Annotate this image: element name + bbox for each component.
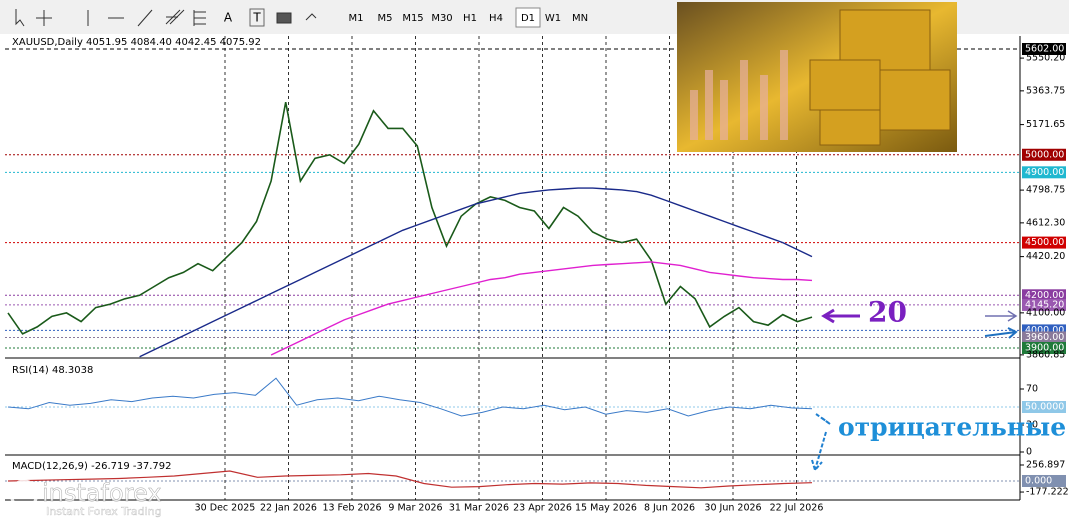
y-tick-label: 5171.65 — [1026, 119, 1065, 130]
x-tick-label: 23 Apr 2026 — [513, 503, 572, 514]
y-tick-label: 256.897 — [1026, 459, 1065, 470]
timeframe-button[interactable]: M5 — [378, 13, 393, 24]
watermark: instaforex Instant Forex Trading — [9, 479, 162, 518]
timeframe-button[interactable]: M30 — [431, 13, 452, 24]
y-tick-label: 4798.75 — [1026, 185, 1065, 196]
rsi-line — [7, 377, 813, 417]
timeframe-button[interactable]: M1 — [349, 13, 364, 24]
y-tick-label: 0.000 — [1025, 475, 1052, 486]
trend-tool[interactable] — [137, 9, 153, 27]
ad-gold-bars — [809, 9, 951, 146]
y-tick-label: 30 — [1026, 420, 1038, 431]
y-tick-label: 4000.00 — [1025, 325, 1064, 336]
cursor-tool[interactable] — [15, 9, 25, 27]
y-tick-label: 5000.00 — [1025, 149, 1064, 160]
y-tick-label: 3900.00 — [1025, 342, 1064, 353]
level-box — [1022, 42, 1066, 55]
y-tick-label: 4612.30 — [1026, 217, 1065, 228]
watermark-brand: instaforex — [42, 479, 162, 507]
timeframe-button[interactable]: H1 — [463, 13, 477, 24]
level-box — [1022, 401, 1066, 413]
level-box — [1022, 341, 1066, 354]
ad-bars — [690, 50, 788, 140]
timeframe-button[interactable]: D1 — [521, 13, 535, 24]
x-tick-label: 22 Jul 2026 — [770, 503, 824, 514]
y-tick-label: 70 — [1026, 384, 1038, 395]
level-box — [1022, 331, 1066, 344]
y-tick-label: 4200.00 — [1025, 290, 1064, 301]
watermark-tagline: Instant Forex Trading — [46, 505, 162, 518]
y-tick-label: 4100.00 — [1026, 307, 1065, 318]
y-tick-label: 0 — [1026, 447, 1032, 458]
y-tick-label: 50.0000 — [1025, 402, 1064, 413]
annotation-label: 20 — [868, 296, 907, 329]
y-tick-label: 3860.85 — [1026, 349, 1065, 360]
series-line — [7, 101, 813, 335]
text-tool-frame — [249, 8, 265, 27]
y-tick-label: 3960.00 — [1025, 332, 1064, 343]
x-tick-label: 13 Feb 2026 — [322, 503, 381, 514]
annotation-note: отрицательные — [838, 413, 1066, 442]
level-box — [1022, 289, 1066, 302]
arrows-tool[interactable] — [305, 13, 317, 21]
draw-tools — [15, 9, 317, 27]
fibo-tool[interactable] — [193, 10, 206, 26]
chart-header: XAUUSD,Daily 4051.95 4084.40 4042.45 407… — [12, 37, 261, 48]
annotation-arrow — [821, 308, 860, 324]
x-tick-label: 8 Jun 2026 — [644, 503, 695, 514]
series-line — [139, 187, 813, 358]
timeframe-button[interactable]: W1 — [545, 13, 561, 24]
text-tool[interactable]: T — [252, 11, 261, 25]
y-tick-label: -177.222 — [1026, 487, 1069, 498]
level-box — [1022, 236, 1066, 249]
level-arrow — [985, 310, 1018, 322]
level-box — [1022, 148, 1066, 161]
y-tick-label: 5602.00 — [1025, 43, 1064, 54]
text-tool[interactable]: A — [224, 11, 233, 25]
rsi-header: RSI(14) 48.3038 — [12, 365, 93, 376]
macd-line — [7, 470, 813, 489]
timeframe-button[interactable]: M15 — [402, 13, 423, 24]
x-tick-label: 30 Dec 2025 — [195, 503, 256, 514]
x-tick-label: 9 Mar 2026 — [388, 503, 442, 514]
y-tick-label: 4500.00 — [1025, 237, 1064, 248]
timeframe-button[interactable]: H4 — [489, 13, 503, 24]
timeframe-button[interactable]: MN — [572, 13, 588, 24]
active-timeframe — [515, 7, 541, 28]
series-line — [270, 261, 813, 356]
level-arrow — [984, 327, 1018, 339]
y-tick-label: 5363.75 — [1026, 85, 1065, 96]
crosshair-tool[interactable] — [36, 10, 52, 26]
level-box — [1022, 166, 1066, 179]
x-tick-label: 22 Jan 2026 — [260, 503, 317, 514]
x-tick-label: 31 Mar 2026 — [449, 503, 509, 514]
y-tick-label: 4145.20 — [1025, 299, 1064, 310]
note-arrows — [811, 413, 831, 473]
x-tick-label: 30 Jun 2026 — [704, 503, 761, 514]
y-tick-label: 4900.00 — [1025, 167, 1064, 178]
x-tick-label: 15 May 2026 — [575, 503, 637, 514]
y-tick-label: 5550.20 — [1026, 53, 1065, 64]
y-tick-label: 4420.20 — [1026, 251, 1065, 262]
level-box — [1022, 298, 1066, 311]
macd-header: MACD(12,26,9) -26.719 -37.792 — [12, 461, 172, 472]
level-box — [1022, 474, 1066, 487]
channel-tool[interactable] — [165, 9, 185, 25]
shape-tool[interactable] — [276, 12, 292, 24]
